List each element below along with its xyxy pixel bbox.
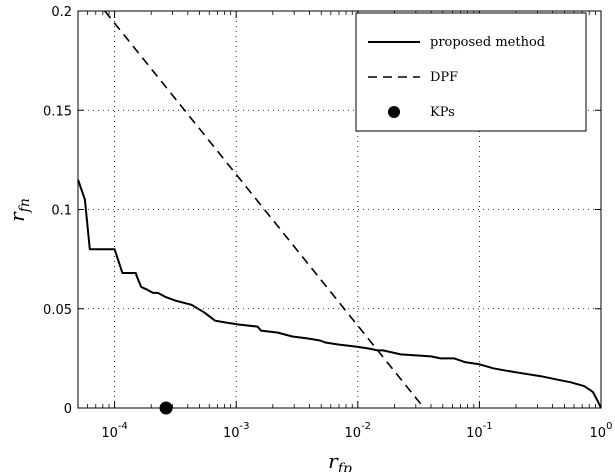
- y-tick-label: 0.1: [51, 204, 72, 219]
- y-axis-label: rfn: [5, 198, 33, 222]
- y-tick-label: 0: [64, 402, 72, 417]
- x-tick-label: 10-4: [101, 421, 128, 441]
- x-tick-label: 10-2: [345, 421, 372, 441]
- x-axis-label: rfp: [328, 449, 352, 472]
- y-tick-label: 0.05: [43, 303, 72, 318]
- legend-swatch-kps: [388, 106, 400, 118]
- series-line-proposed-method: [77, 179, 602, 409]
- legend: proposed method DPF KPs: [355, 12, 587, 132]
- x-tick-label: 10-1: [466, 421, 493, 441]
- legend-label-kps: KPs: [430, 105, 455, 120]
- x-tick-label: 10-3: [223, 421, 250, 441]
- legend-label-dpf: DPF: [430, 70, 458, 85]
- x-tick-label: 100: [590, 421, 613, 441]
- y-tick-label: 0.2: [51, 5, 72, 20]
- x-tick-labels: 10-4 10-3 10-2 10-1 100: [101, 421, 612, 441]
- legend-label-proposed-method: proposed method: [430, 35, 545, 50]
- y-tick-labels: 0 0.05 0.1 0.15 0.2: [43, 5, 72, 417]
- series-line-dpf: [104, 10, 425, 409]
- y-tick-label: 0.15: [43, 104, 72, 119]
